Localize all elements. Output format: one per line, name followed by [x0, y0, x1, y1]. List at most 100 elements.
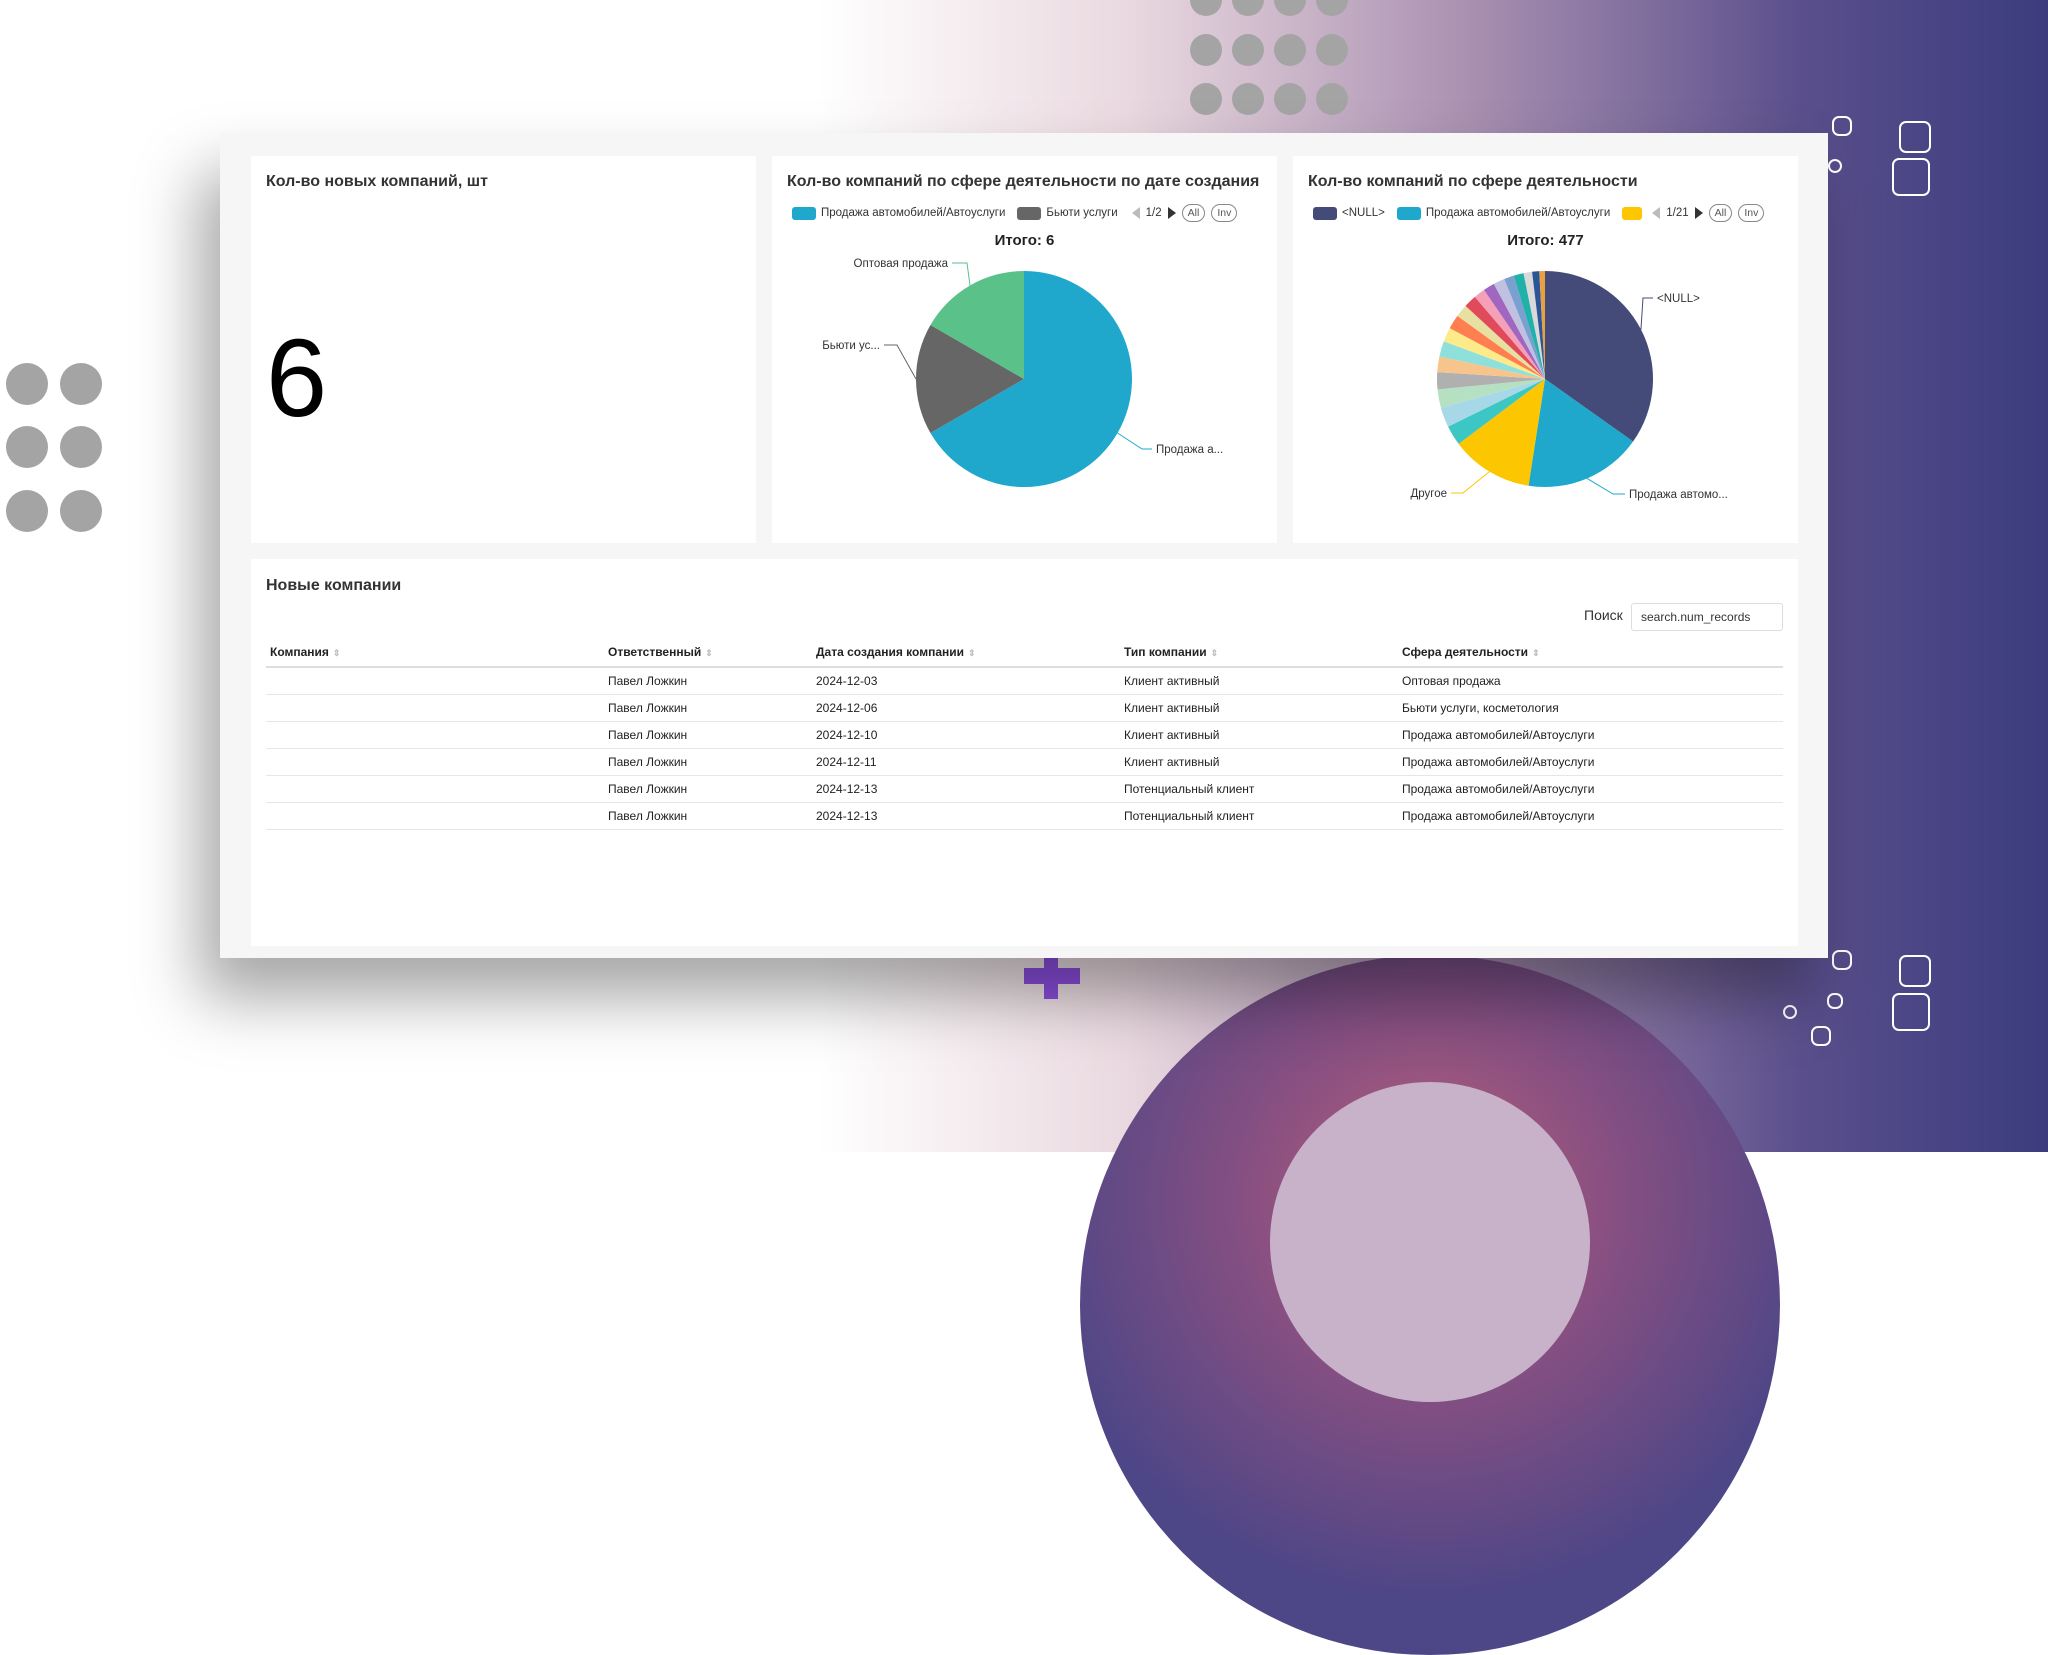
- pie-slice[interactable]: [1437, 356, 1545, 379]
- legend-inv-button[interactable]: Inv: [1738, 204, 1765, 222]
- pie-slice[interactable]: [1513, 273, 1545, 379]
- column-header-company-type[interactable]: Тип компании ⇕: [1120, 638, 1398, 668]
- legend-swatch: [1622, 206, 1643, 220]
- pie-slice[interactable]: [1539, 271, 1545, 379]
- table-card: Новые компании Поиск Компания⇕ Ответстве…: [251, 559, 1798, 946]
- square-outline: [1832, 950, 1852, 970]
- plus-decoration: [1024, 968, 1080, 984]
- table-row[interactable]: Павел Ложкин 2024-12-11 Клиент активный Про…: [266, 748, 1783, 776]
- responsible-cell: Павел Ложкин: [604, 775, 812, 803]
- pie2-chart: <NULL> Продажа автомо... Другое: [1410, 271, 1728, 501]
- column-header-created-date[interactable]: Дата создания компании ⇕: [812, 638, 1120, 668]
- pie-slice[interactable]: [930, 271, 1132, 487]
- pie-slice[interactable]: [1437, 379, 1545, 408]
- type-cell: Клиент активный: [1120, 721, 1398, 749]
- sort-icon[interactable]: ⇕: [705, 648, 713, 658]
- table-row[interactable]: Павел Ложкин 2024-12-03 Клиент активный Опт…: [266, 667, 1783, 695]
- legend-label: Продажа автомобилей/Автоуслуги: [821, 207, 1006, 219]
- company-cell: [266, 667, 604, 695]
- table-row[interactable]: Павел Ложкин 2024-12-13 Потенциальный клие…: [266, 802, 1783, 830]
- legend-all-button[interactable]: All: [1708, 204, 1733, 222]
- label-leader-line: [1640, 297, 1653, 330]
- sort-icon[interactable]: ⇕: [1210, 648, 1219, 658]
- column-label: Тип компании: [1124, 645, 1207, 659]
- table-row[interactable]: Павел Ложкин 2024-12-06 Клиент активный Бью…: [266, 694, 1783, 722]
- pie-slice[interactable]: [1523, 271, 1545, 379]
- dot: [1232, 0, 1264, 16]
- industry-cell: Продажа автомобилей/Автоуслуги: [1398, 775, 1783, 803]
- industry-cell: Продажа автомобилей/Автоуслуги: [1398, 748, 1783, 776]
- pie1-total: Итого: 6: [994, 232, 1055, 249]
- search-input[interactable]: [1631, 603, 1783, 631]
- column-header-industry[interactable]: Сфера деятельности ⇕: [1398, 638, 1783, 668]
- sort-icon[interactable]: ⇕: [332, 648, 341, 658]
- square-outline: [1892, 158, 1930, 196]
- pie-slice[interactable]: [1493, 278, 1545, 379]
- square-outline: [1783, 1005, 1797, 1019]
- legend-inv-button[interactable]: Inv: [1211, 204, 1238, 222]
- date-cell: 2024-12-10: [812, 721, 1120, 749]
- search-label: Поиск: [1584, 607, 1623, 623]
- industry-cell: Оптовая продажа: [1398, 667, 1783, 695]
- pie-slice[interactable]: [1465, 296, 1545, 379]
- table-row[interactable]: Павел Ложкин 2024-12-13 Потенциальный клие…: [266, 775, 1783, 803]
- date-cell: 2024-12-13: [812, 775, 1120, 803]
- pie-slice[interactable]: [1545, 271, 1653, 442]
- industry-cell: Продажа автомобилей/Автоуслуги: [1398, 802, 1783, 830]
- pie-slice[interactable]: [1437, 372, 1545, 390]
- sort-icon[interactable]: ⇕: [968, 648, 976, 658]
- legend-page: 1/2: [1145, 207, 1162, 219]
- square-outline: [1827, 993, 1843, 1009]
- next-page-icon[interactable]: [1167, 207, 1176, 219]
- legend-page: 1/21: [1666, 207, 1689, 219]
- pie-slice[interactable]: [1532, 271, 1545, 379]
- sort-icon[interactable]: ⇕: [1532, 648, 1540, 658]
- pie-slice[interactable]: [1504, 275, 1545, 379]
- pie1-title: Кол-во компаний по сфере деятельности по…: [787, 173, 1260, 190]
- legend-label: Продажа автомобилей/Автоуслуги: [1425, 207, 1611, 219]
- legend-all-button[interactable]: All: [1181, 204, 1206, 222]
- pie1-chart: Продажа а... Бьюти ус... Оптовая продажа: [822, 258, 1223, 487]
- dot: [1232, 83, 1264, 115]
- pie-slice[interactable]: [1449, 315, 1545, 379]
- column-header-responsible[interactable]: Ответственный ⇕: [604, 638, 812, 668]
- column-header-company[interactable]: Компания ⇕: [266, 638, 604, 668]
- pie-slice-label: Продажа а...: [1156, 444, 1223, 456]
- prev-page-icon[interactable]: [1652, 207, 1661, 219]
- table-title: Новые компании: [266, 577, 402, 594]
- pie-slice[interactable]: [1474, 289, 1545, 379]
- legend-item[interactable]: Продажа автомобилей/Автоуслуги: [1396, 206, 1611, 220]
- pie2-legend: <NULL> Продажа автомобилей/Автоуслуги 1/…: [1313, 204, 1765, 222]
- pie-slice[interactable]: [1440, 379, 1545, 427]
- dot: [1274, 34, 1306, 66]
- company-cell: [266, 748, 604, 776]
- pie-slice[interactable]: [930, 271, 1024, 379]
- pie-slice[interactable]: [1457, 305, 1545, 379]
- pie-slice[interactable]: [1458, 379, 1545, 486]
- label-leader-line: [884, 344, 917, 380]
- label-leader-line: [1586, 478, 1625, 495]
- legend-item[interactable]: Бьюти услуги: [1017, 206, 1118, 220]
- column-label: Дата создания компании: [816, 645, 964, 659]
- table-row[interactable]: Павел Ложкин 2024-12-10 Клиент активный Про…: [266, 721, 1783, 749]
- pie-slice[interactable]: [1528, 379, 1634, 487]
- legend-item[interactable]: [1622, 206, 1643, 220]
- type-cell: Потенциальный клиент: [1120, 775, 1398, 803]
- responsible-cell: Павел Ложкин: [604, 721, 812, 749]
- pie-slice[interactable]: [1443, 328, 1545, 379]
- pie-slice-label: Оптовая продажа: [854, 258, 949, 270]
- pie-slice[interactable]: [916, 325, 1024, 433]
- square-outline: [1899, 121, 1931, 153]
- pie-slice[interactable]: [1448, 379, 1545, 444]
- legend-swatch: [1017, 206, 1042, 220]
- next-page-icon[interactable]: [1694, 207, 1703, 219]
- pie-slice[interactable]: [1439, 341, 1545, 379]
- dot: [1274, 0, 1306, 16]
- pie2-total: Итого: 477: [1507, 232, 1584, 249]
- legend-item[interactable]: Продажа автомобилей/Автоуслуги: [792, 206, 1006, 220]
- prev-page-icon[interactable]: [1131, 207, 1140, 219]
- pie-slice[interactable]: [1483, 283, 1545, 379]
- company-cell: [266, 694, 604, 722]
- dot: [60, 490, 102, 532]
- legend-item[interactable]: <NULL>: [1313, 206, 1385, 220]
